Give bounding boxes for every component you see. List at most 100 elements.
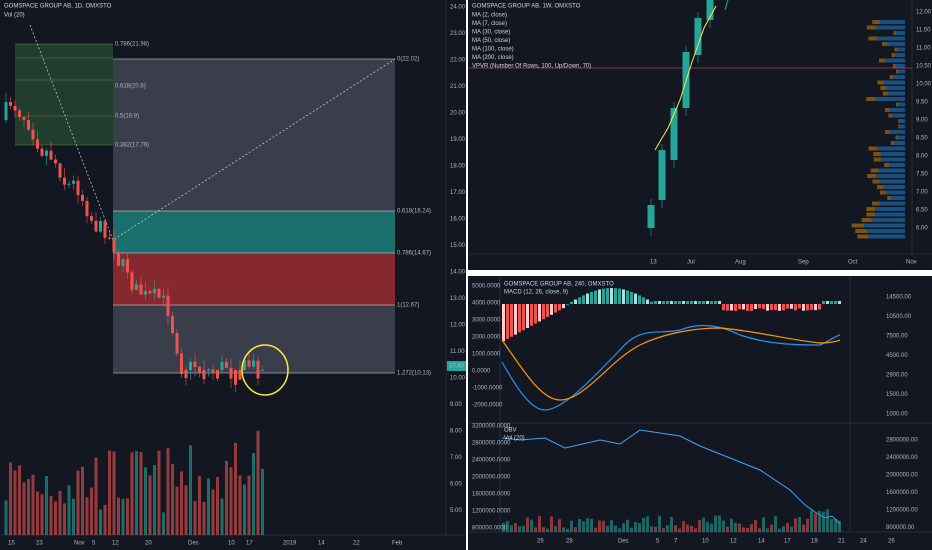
volume-bar — [806, 518, 809, 532]
candle — [36, 139, 39, 149]
volume-bar — [534, 527, 537, 532]
volume-bar — [243, 484, 246, 535]
weekly-title: GOMSPACE GROUP AB, 1W, OMXSTO — [472, 4, 581, 10]
candle — [229, 367, 233, 379]
volume-bar — [710, 523, 713, 532]
candle — [180, 353, 183, 375]
histogram-bar — [826, 301, 829, 304]
histogram-bar — [698, 301, 701, 304]
candle — [211, 369, 215, 373]
time-label: Oct — [848, 260, 858, 266]
candle — [76, 180, 80, 195]
vpvr-bar — [894, 141, 905, 145]
vpvr-bar — [877, 80, 884, 85]
histogram-bar — [682, 301, 685, 304]
volume-bar — [598, 520, 601, 532]
volume-bar — [758, 528, 761, 532]
candle — [18, 110, 21, 118]
histogram-bar — [558, 304, 561, 311]
histogram-bar — [626, 290, 629, 304]
price-label: 14.00 — [450, 270, 466, 276]
volume-bar — [558, 519, 561, 532]
volume-bar — [166, 448, 170, 535]
histogram-bar — [530, 304, 533, 326]
volume-bar — [702, 517, 705, 532]
vpvr-bar — [878, 58, 885, 63]
volume-bar — [139, 451, 143, 535]
vpvr-bar — [899, 119, 905, 123]
candle — [90, 216, 93, 221]
fib-label: 0(22.02) — [397, 57, 419, 63]
vpvr-bar — [879, 179, 905, 184]
volume-bar — [834, 518, 837, 532]
candle — [81, 194, 84, 201]
vpvr-bar — [866, 25, 876, 30]
price-label: 4500.00 — [886, 353, 908, 359]
volume-bar — [638, 523, 641, 532]
histogram-bar — [678, 301, 681, 304]
price-label: 8.00 — [916, 154, 928, 160]
vpvr-bar — [891, 53, 895, 57]
price-label: 7.50 — [916, 172, 928, 178]
time-label: 5 — [656, 539, 660, 545]
vpvr-bar — [893, 31, 897, 35]
histogram-bar — [774, 304, 777, 311]
histogram-bar — [666, 301, 669, 304]
volume-bar — [76, 470, 80, 535]
time-label: 5 — [92, 541, 96, 547]
price-label: 10500.00 — [886, 314, 912, 320]
vpvr-bar — [881, 42, 888, 46]
candle — [225, 362, 228, 368]
signal-line — [501, 327, 841, 401]
volume-bar — [189, 445, 192, 535]
volume-bar — [171, 464, 174, 535]
volume-bar — [193, 501, 197, 535]
volume-bar — [570, 520, 573, 532]
histogram-bar — [546, 304, 549, 317]
candle — [144, 291, 147, 295]
volume-bar — [698, 520, 701, 532]
histogram-bar — [758, 304, 761, 309]
volume-bar — [506, 521, 509, 532]
indicator-label: VPVR (Number Of Rows, 100, Up/Down, 70) — [472, 64, 591, 70]
volume-bar — [674, 525, 677, 532]
vpvr-bar — [876, 185, 884, 189]
histogram-bar — [606, 288, 609, 304]
time-label: 12 — [730, 539, 737, 545]
volume-bar — [538, 516, 541, 532]
histogram-bar — [534, 304, 537, 324]
time-label: 22 — [353, 541, 360, 547]
volume-bar — [722, 520, 725, 532]
histogram-bar — [622, 289, 625, 304]
volume-bar — [682, 521, 685, 532]
volume-bar — [530, 519, 533, 532]
candle — [63, 177, 66, 185]
volume-bar — [510, 525, 513, 532]
time-label: 26 — [888, 539, 895, 545]
volume-bar — [90, 487, 93, 535]
time-label: Dec — [188, 541, 199, 547]
histogram-bar — [790, 304, 793, 309]
volume-bar — [590, 518, 593, 532]
volume-bar — [574, 527, 577, 532]
volume-bar — [180, 471, 183, 535]
volume-bar — [554, 526, 557, 532]
histogram-bar — [526, 304, 529, 328]
time-label: 15 — [8, 541, 15, 547]
vpvr-bar — [893, 75, 905, 79]
candle — [117, 252, 120, 266]
candle — [148, 291, 152, 294]
volume-bar — [85, 497, 89, 535]
volume-bar — [718, 515, 721, 532]
volume-bar — [582, 521, 585, 532]
histogram-bar — [618, 288, 621, 304]
histogram-bar — [830, 301, 833, 304]
histogram-bar — [834, 301, 837, 304]
price-label: 9.50 — [916, 100, 928, 106]
vpvr-bar — [868, 146, 877, 151]
histogram-bar — [738, 304, 741, 310]
vpvr-bar — [889, 108, 905, 112]
obv-axis-label: 1600000.0000 — [472, 492, 511, 498]
candle — [4, 102, 8, 120]
